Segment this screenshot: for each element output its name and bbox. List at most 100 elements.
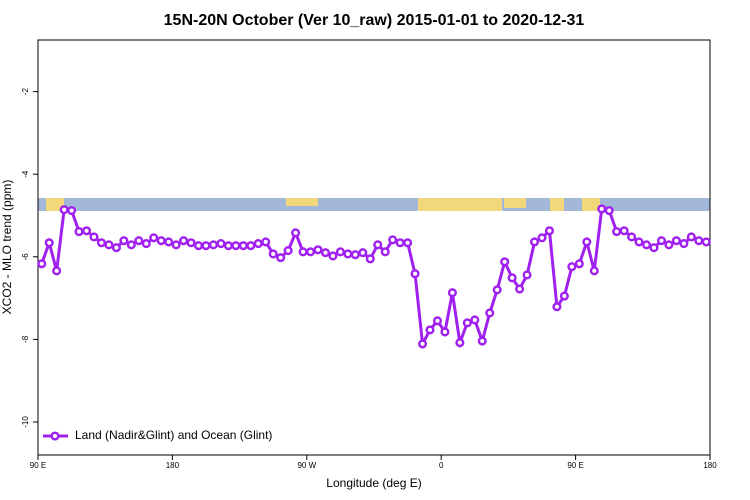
x-tick-label: 90 E <box>30 461 46 470</box>
point <box>358 248 368 258</box>
plot-frame <box>37 39 711 456</box>
point <box>246 241 256 251</box>
y-tick-label: -2 <box>21 88 30 96</box>
point <box>515 284 525 294</box>
point <box>522 270 532 280</box>
series-line <box>40 207 707 349</box>
point <box>149 233 159 243</box>
point <box>500 257 510 267</box>
point <box>679 239 689 249</box>
point <box>96 238 107 248</box>
point <box>156 236 166 246</box>
y-tick-label: -4 <box>21 170 30 178</box>
point <box>604 205 614 216</box>
point <box>664 240 674 250</box>
point <box>582 237 592 247</box>
point <box>119 236 129 246</box>
point <box>164 237 174 247</box>
point <box>67 205 77 216</box>
legend-marker <box>50 431 60 441</box>
x-tick-label: 180 <box>166 461 180 470</box>
point <box>313 245 323 255</box>
point <box>44 238 54 248</box>
point <box>574 259 584 269</box>
y-tick-label: -6 <box>21 253 30 261</box>
point <box>328 251 338 261</box>
point <box>201 241 211 251</box>
point <box>462 318 472 328</box>
point <box>432 316 443 326</box>
point <box>238 241 248 251</box>
point <box>268 249 278 259</box>
point <box>208 240 219 250</box>
x-tick-label: 0 <box>439 461 444 470</box>
point <box>126 240 136 250</box>
point <box>373 240 383 250</box>
point <box>320 248 331 258</box>
y-tick-label: -10 <box>21 416 30 428</box>
legend-label: Land (Nadir&Glint) and Ocean (Glint) <box>75 428 272 442</box>
y-axis-label: XCO2 - MLO trend (ppm) <box>0 180 14 315</box>
point <box>231 241 241 251</box>
point <box>276 253 286 263</box>
point <box>597 204 607 214</box>
point <box>627 232 637 242</box>
point <box>223 241 233 251</box>
point <box>335 247 345 257</box>
point <box>656 236 667 246</box>
point <box>343 249 353 259</box>
point <box>507 273 517 283</box>
point <box>283 246 293 256</box>
map-band <box>38 198 710 211</box>
point <box>641 240 652 250</box>
point <box>492 285 502 295</box>
point <box>111 243 121 253</box>
point <box>81 226 92 236</box>
point <box>395 238 405 248</box>
point <box>52 266 62 276</box>
point <box>171 240 181 250</box>
point <box>686 232 696 242</box>
point <box>470 315 480 325</box>
point <box>567 262 577 272</box>
point <box>380 247 390 257</box>
point <box>186 238 196 248</box>
point <box>298 247 308 257</box>
point <box>261 237 271 247</box>
point <box>253 239 263 249</box>
point <box>455 338 465 348</box>
point <box>589 266 599 276</box>
point <box>305 247 316 257</box>
point <box>537 233 547 243</box>
point <box>529 237 540 247</box>
point <box>388 235 398 245</box>
point <box>193 241 204 251</box>
y-tick-label: -8 <box>21 335 30 343</box>
point <box>74 227 84 237</box>
point <box>485 308 495 318</box>
point <box>134 236 144 246</box>
x-tick-label: 180 <box>703 461 717 470</box>
point <box>37 259 47 269</box>
point <box>291 228 301 238</box>
point <box>701 237 711 247</box>
point <box>417 339 428 349</box>
point <box>141 239 151 249</box>
point <box>634 237 644 247</box>
point <box>694 236 704 246</box>
point <box>447 288 457 298</box>
point <box>544 226 555 236</box>
x-tick-label: 90 W <box>297 461 316 470</box>
point <box>425 325 435 335</box>
point <box>403 238 413 248</box>
point <box>89 232 99 242</box>
point <box>671 236 681 246</box>
point <box>216 239 226 249</box>
point <box>649 243 659 253</box>
point <box>410 269 420 279</box>
point <box>59 205 69 215</box>
point <box>552 302 562 312</box>
x-tick-label: 90 E <box>567 461 583 470</box>
point <box>559 291 569 301</box>
